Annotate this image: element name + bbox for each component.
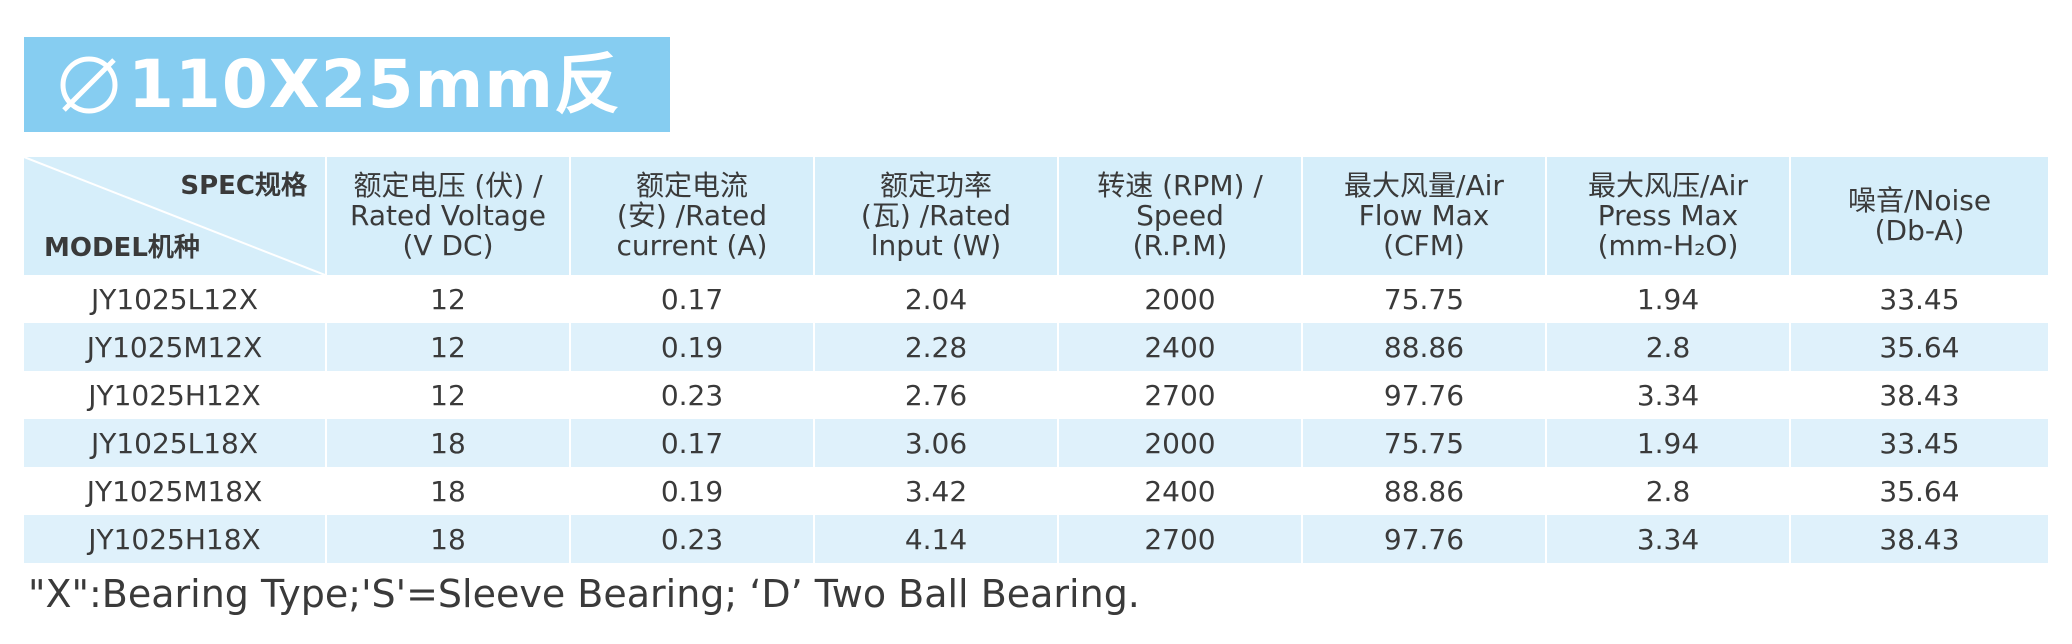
spec-label: SPEC规格 bbox=[180, 171, 307, 201]
table-row: JY1025H18X 18 0.23 4.14 2700 97.76 3.34 … bbox=[24, 515, 2048, 563]
voltage-cell: 18 bbox=[325, 419, 570, 467]
header-line: (瓦) /Rated bbox=[860, 199, 1012, 232]
model-cell: JY1025H18X bbox=[24, 515, 326, 563]
header-line: 额定功率 bbox=[879, 169, 992, 202]
corner-header-cell: SPEC规格 MODEL机种 bbox=[24, 157, 326, 275]
title-banner: 110X25mm反 bbox=[24, 37, 670, 132]
noise-cell: 33.45 bbox=[1789, 275, 2048, 323]
column-header-air-flow: 最大风量/Air Flow Max (CFM) bbox=[1301, 157, 1546, 275]
air-press-cell: 3.34 bbox=[1545, 371, 1790, 419]
table-row: JY1025H12X 12 0.23 2.76 2700 97.76 3.34 … bbox=[24, 371, 2048, 419]
header-line: (Db-A) bbox=[1874, 214, 1965, 247]
current-cell: 0.17 bbox=[569, 419, 814, 467]
noise-cell: 33.45 bbox=[1789, 419, 2048, 467]
header-line: (CFM) bbox=[1383, 229, 1465, 262]
model-cell: JY1025M18X bbox=[24, 467, 326, 515]
table-row: JY1025M12X 12 0.19 2.28 2400 88.86 2.8 3… bbox=[24, 323, 2048, 371]
header-line: 转速 (RPM) / bbox=[1097, 169, 1263, 202]
header-line: (mm-H₂O) bbox=[1597, 229, 1739, 262]
table-header-row: SPEC规格 MODEL机种 额定电压 (伏) / Rated Voltage … bbox=[24, 157, 2048, 275]
header-line: lnput (W) bbox=[870, 229, 1002, 262]
noise-cell: 35.64 bbox=[1789, 323, 2048, 371]
input-cell: 3.42 bbox=[813, 467, 1058, 515]
column-header-air-press: 最大风压/Air Press Max (mm-H₂O) bbox=[1545, 157, 1790, 275]
air-flow-cell: 75.75 bbox=[1301, 419, 1546, 467]
voltage-cell: 12 bbox=[325, 371, 570, 419]
header-line: current (A) bbox=[616, 229, 768, 262]
current-cell: 0.19 bbox=[569, 323, 814, 371]
speed-cell: 2400 bbox=[1057, 467, 1302, 515]
air-press-cell: 1.94 bbox=[1545, 275, 1790, 323]
page-title: 110X25mm反 bbox=[128, 45, 622, 123]
header-line: (V DC) bbox=[402, 229, 494, 262]
column-header-rated-current: 额定电流 (安) /Rated current (A) bbox=[569, 157, 814, 275]
header-line: Flow Max bbox=[1358, 199, 1490, 232]
header-line: 噪音/Noise bbox=[1847, 184, 1992, 217]
column-header-noise: 噪音/Noise (Db-A) bbox=[1789, 157, 2048, 275]
air-flow-cell: 88.86 bbox=[1301, 323, 1546, 371]
table-row: JY1025L18X 18 0.17 3.06 2000 75.75 1.94 … bbox=[24, 419, 2048, 467]
input-cell: 2.04 bbox=[813, 275, 1058, 323]
current-cell: 0.17 bbox=[569, 275, 814, 323]
diagonal-divider bbox=[24, 157, 325, 275]
voltage-cell: 18 bbox=[325, 515, 570, 563]
current-cell: 0.19 bbox=[569, 467, 814, 515]
air-flow-cell: 88.86 bbox=[1301, 467, 1546, 515]
air-press-cell: 2.8 bbox=[1545, 467, 1790, 515]
noise-cell: 38.43 bbox=[1789, 371, 2048, 419]
header-line: 最大风量/Air bbox=[1344, 169, 1504, 202]
input-cell: 2.28 bbox=[813, 323, 1058, 371]
header-line: 额定电流 bbox=[635, 169, 748, 202]
model-cell: JY1025L18X bbox=[24, 419, 326, 467]
spec-table: SPEC规格 MODEL机种 额定电压 (伏) / Rated Voltage … bbox=[24, 157, 2048, 563]
column-header-rated-input: 额定功率 (瓦) /Rated lnput (W) bbox=[813, 157, 1058, 275]
speed-cell: 2000 bbox=[1057, 275, 1302, 323]
table-row: JY1025M18X 18 0.19 3.42 2400 88.86 2.8 3… bbox=[24, 467, 2048, 515]
bearing-type-footnote: "X":Bearing Type;'S'=Sleeve Bearing; ‘D’… bbox=[28, 572, 1140, 616]
noise-cell: 38.43 bbox=[1789, 515, 2048, 563]
table-row: JY1025L12X 12 0.17 2.04 2000 75.75 1.94 … bbox=[24, 275, 2048, 323]
air-flow-cell: 97.76 bbox=[1301, 515, 1546, 563]
model-cell: JY1025M12X bbox=[24, 323, 326, 371]
speed-cell: 2000 bbox=[1057, 419, 1302, 467]
header-line: (安) /Rated bbox=[616, 199, 768, 232]
speed-cell: 2700 bbox=[1057, 515, 1302, 563]
input-cell: 4.14 bbox=[813, 515, 1058, 563]
model-label: MODEL机种 bbox=[44, 233, 200, 263]
model-cell: JY1025H12X bbox=[24, 371, 326, 419]
current-cell: 0.23 bbox=[569, 515, 814, 563]
noise-cell: 35.64 bbox=[1789, 467, 2048, 515]
speed-cell: 2400 bbox=[1057, 323, 1302, 371]
input-cell: 3.06 bbox=[813, 419, 1058, 467]
input-cell: 2.76 bbox=[813, 371, 1058, 419]
header-line: 最大风压/Air bbox=[1588, 169, 1748, 202]
voltage-cell: 18 bbox=[325, 467, 570, 515]
air-press-cell: 1.94 bbox=[1545, 419, 1790, 467]
diameter-icon bbox=[60, 56, 118, 113]
header-line: 额定电压 (伏) / bbox=[353, 169, 543, 202]
voltage-cell: 12 bbox=[325, 323, 570, 371]
speed-cell: 2700 bbox=[1057, 371, 1302, 419]
voltage-cell: 12 bbox=[325, 275, 570, 323]
current-cell: 0.23 bbox=[569, 371, 814, 419]
air-press-cell: 3.34 bbox=[1545, 515, 1790, 563]
air-flow-cell: 97.76 bbox=[1301, 371, 1546, 419]
header-line: (R.P.M) bbox=[1132, 229, 1228, 262]
header-line: Rated Voltage bbox=[350, 199, 546, 232]
header-line: Press Max bbox=[1597, 199, 1739, 232]
air-press-cell: 2.8 bbox=[1545, 323, 1790, 371]
column-header-speed: 转速 (RPM) / Speed (R.P.M) bbox=[1057, 157, 1302, 275]
air-flow-cell: 75.75 bbox=[1301, 275, 1546, 323]
header-line: Speed bbox=[1136, 199, 1224, 232]
column-header-rated-voltage: 额定电压 (伏) / Rated Voltage (V DC) bbox=[325, 157, 570, 275]
model-cell: JY1025L12X bbox=[24, 275, 326, 323]
